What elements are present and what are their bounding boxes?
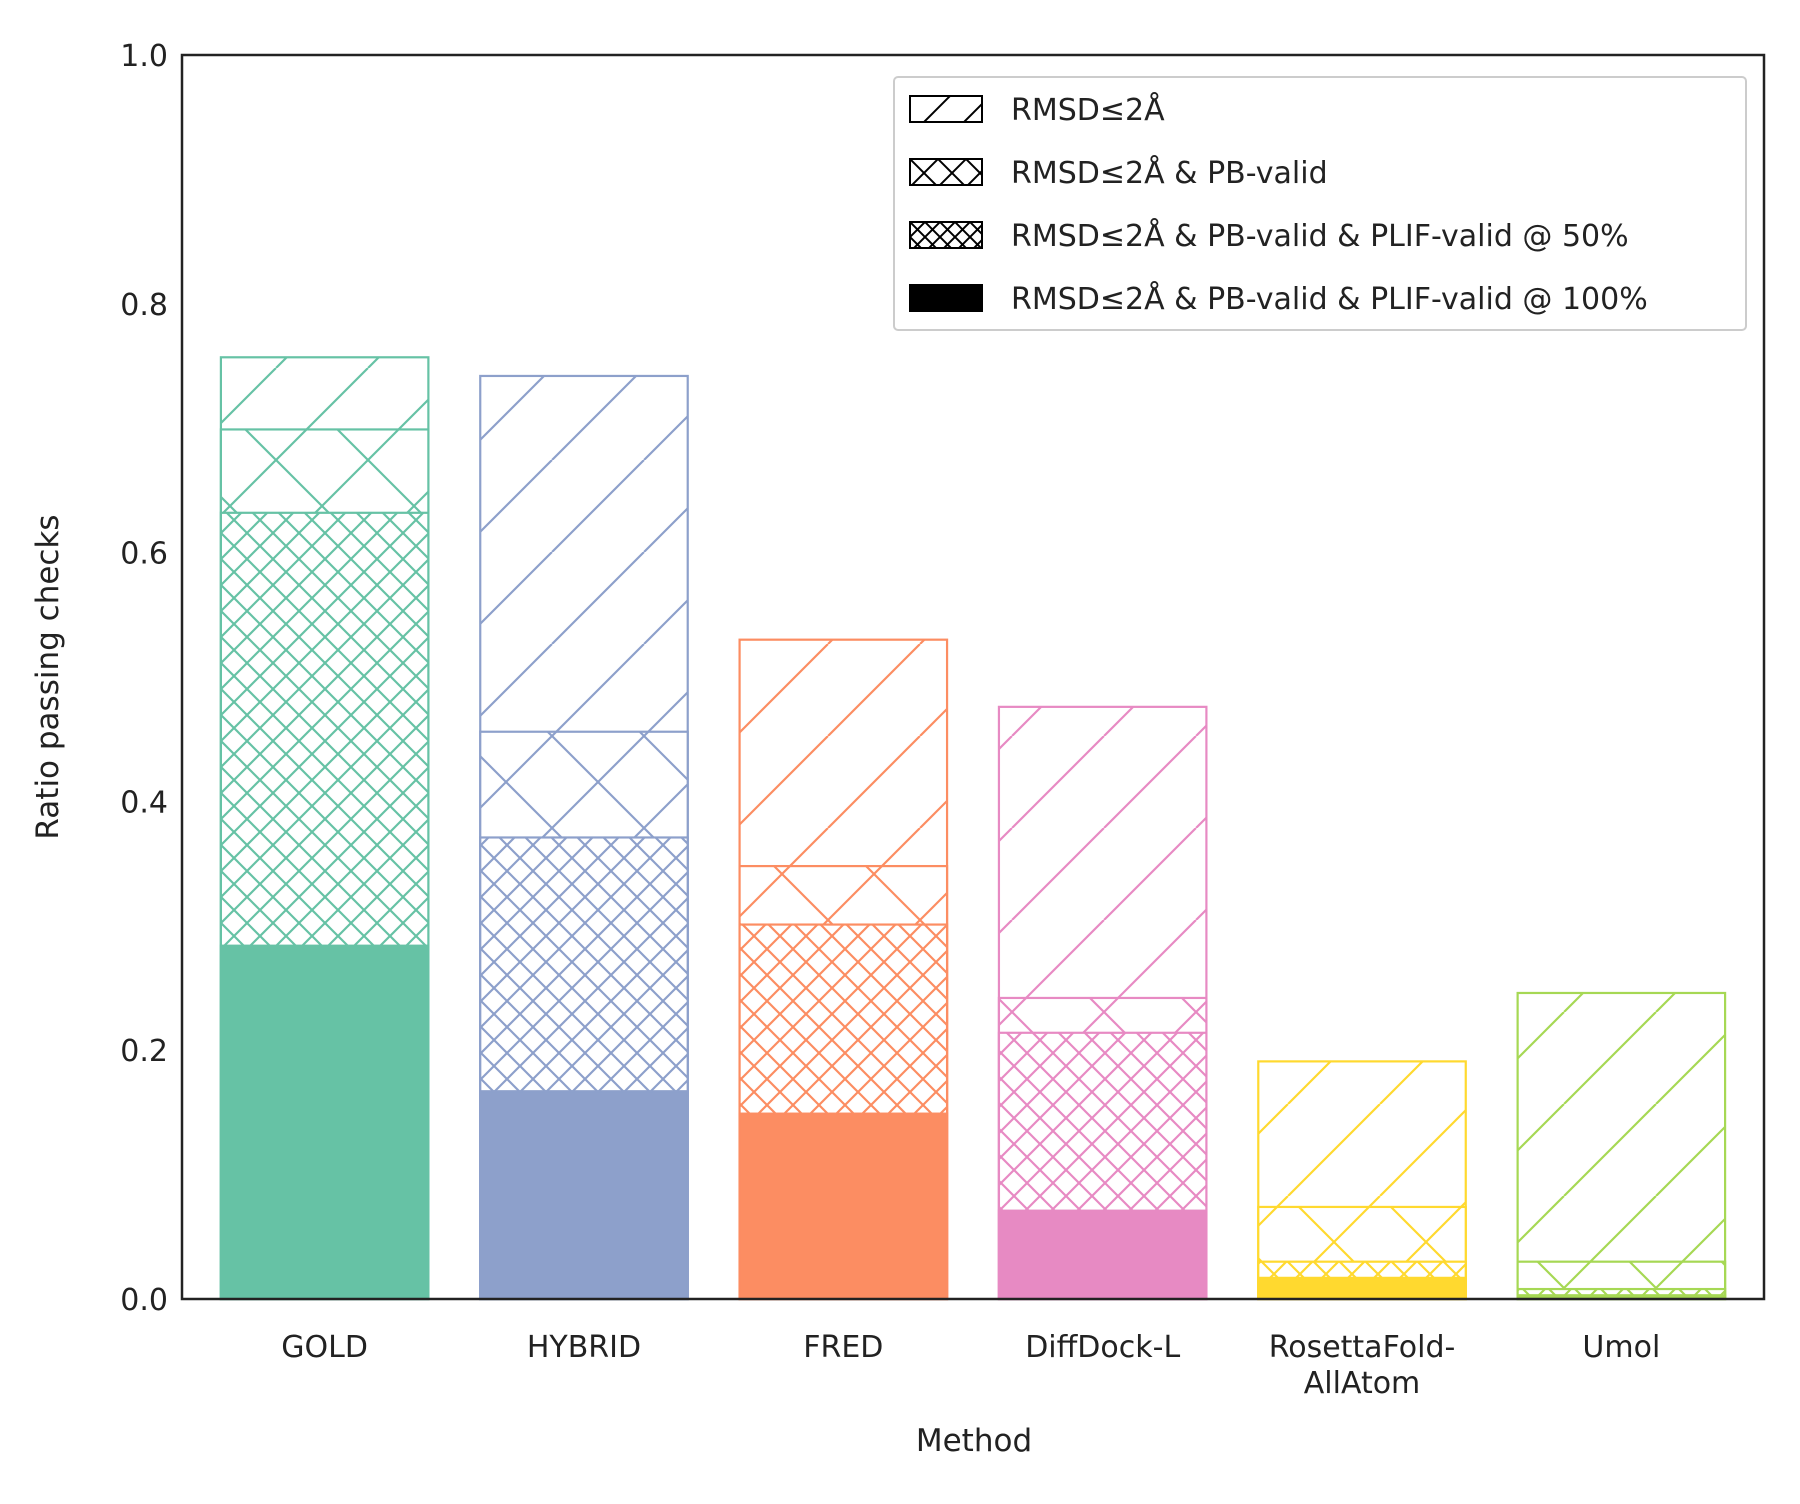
legend-swatch (909, 284, 983, 312)
legend-label: RMSD≤2Å & PB-valid (1011, 155, 1328, 191)
x-axis: GOLD HYBRID FRED DiffDock-L RosettaFold-AllA… (281, 1330, 1660, 1401)
bar-group (479, 374, 689, 1301)
legend-item: RMSD≤2Å & PB-valid (909, 155, 1328, 191)
x-tick-label: DiffDock-L (1025, 1330, 1180, 1365)
legend-item: RMSD≤2Å (909, 92, 1165, 128)
legend-item: RMSD≤2Å & PB-valid & PLIF-valid @ 50% (909, 218, 1629, 254)
bar-group (738, 638, 949, 1301)
bars-layer (219, 356, 1727, 1301)
legend-swatch (909, 158, 983, 186)
bar-group (219, 356, 430, 1301)
x-tick-label: RosettaFold-AllAtom (1269, 1330, 1456, 1401)
legend-item: RMSD≤2Å & PB-valid & PLIF-valid @ 100% (909, 281, 1648, 317)
y-tick-label: 0.8 (120, 288, 168, 323)
legend-label: RMSD≤2Å & PB-valid & PLIF-valid @ 50% (1011, 218, 1629, 254)
legend-swatch (909, 95, 983, 123)
bar-segment (219, 944, 430, 1301)
x-axis-label: Method (916, 1423, 1032, 1459)
legend-swatch (909, 221, 983, 249)
bar-group (997, 705, 1208, 1301)
bar-segment (997, 1209, 1208, 1301)
x-tick-label: HYBRID (527, 1330, 641, 1365)
y-tick-label: 1.0 (120, 39, 168, 74)
legend-label: RMSD≤2Å & PB-valid & PLIF-valid @ 100% (1011, 281, 1648, 317)
y-tick-label: 0.4 (120, 785, 168, 820)
y-tick-label: 0.2 (120, 1034, 168, 1069)
bar-group (1516, 991, 1727, 1301)
y-tick-label: 0.0 (120, 1283, 168, 1318)
plot-frame (180, 53, 1766, 1301)
y-tick-label: 0.6 (120, 537, 168, 572)
bar-segment (1257, 1276, 1467, 1301)
y-axis: 0.0 0.2 0.4 0.6 0.8 1.0 (120, 39, 168, 1318)
x-tick-label: GOLD (281, 1330, 368, 1365)
legend: RMSD≤2Å RMSD≤2Å & PB-valid RMSD≤2Å & PB-va… (893, 76, 1747, 331)
bar-segment (1516, 991, 1727, 1301)
bar-segment (738, 1112, 949, 1301)
bar-group (1257, 1060, 1467, 1301)
bar-segment (479, 1090, 689, 1301)
x-tick-label: FRED (803, 1330, 883, 1365)
y-axis-label: Ratio passing checks (30, 514, 66, 839)
legend-box (893, 76, 1747, 331)
legend-label: RMSD≤2Å (1011, 92, 1165, 128)
x-tick-label: Umol (1582, 1330, 1660, 1365)
